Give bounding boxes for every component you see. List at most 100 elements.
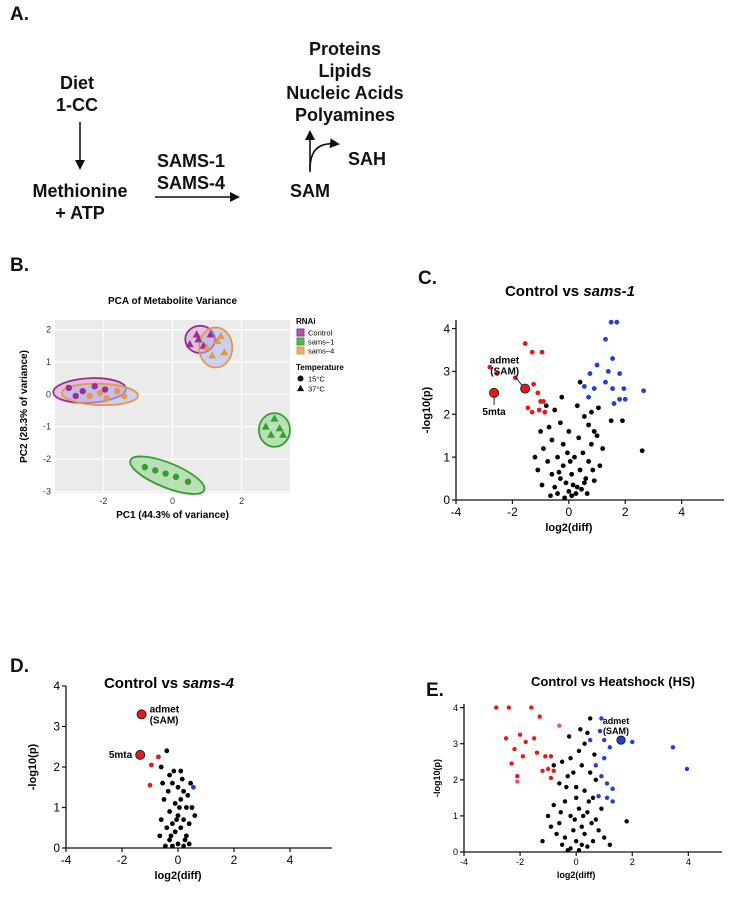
volcano-sams1-point-ns <box>559 394 565 400</box>
volcano-hs-point-ns <box>576 748 582 754</box>
pca-ellipse <box>257 412 291 448</box>
pca-legend-label: sams–4 <box>308 347 334 356</box>
volcano-hs-point-up <box>596 793 601 799</box>
pca-point <box>216 331 225 340</box>
volcano-sams1-point-ns <box>545 459 551 464</box>
volcano-sams1-point-ns <box>576 435 582 441</box>
pca-legend-label: Control <box>308 329 333 338</box>
volcano-hs-point-ns <box>571 770 576 775</box>
pathway-product-proteins: Proteins <box>308 39 382 59</box>
volcano-hs-point-ns <box>562 799 568 804</box>
volcano-hs-point-ns <box>571 828 576 833</box>
volcano-sams1-point-ns <box>573 491 579 496</box>
volcano-hs-point-ns <box>573 838 579 844</box>
pca-legend-shape <box>296 384 305 392</box>
volcano-hs-point-ns <box>568 755 573 761</box>
volcano-sams4-point-ns <box>184 833 189 839</box>
volcano-hs-point-ns <box>578 727 583 732</box>
volcano-hs-x-tick-label: 2 <box>630 857 635 867</box>
pathway-sah: SAH <box>347 149 386 169</box>
volcano-sams1-point-ns <box>560 463 566 469</box>
volcano-hs-y-tick-label: 2 <box>453 775 458 785</box>
pathway-product-lipids: Lipids <box>318 61 372 81</box>
pca-y-tick-label: 0 <box>46 389 51 399</box>
volcano-sams1-point-ns <box>566 489 572 494</box>
volcano-sams4-point-ns <box>174 817 180 823</box>
volcano-sams4-x-axis-label: log2(diff) <box>154 870 201 882</box>
pca-point <box>184 478 192 485</box>
volcano-hs-point-down <box>494 705 499 710</box>
volcano-hs-point-down <box>517 732 523 737</box>
pca-y-tick-label: 2 <box>46 325 51 335</box>
volcano-sams1-point-ns <box>586 459 591 464</box>
volcano-sams1-point-ns <box>596 405 601 411</box>
volcano-sams1-x-tick-label: 0 <box>565 505 572 519</box>
volcano-hs-point-ns <box>565 773 570 779</box>
volcano-hs-highlight-admet <box>616 735 626 745</box>
panel-label-a: A. <box>10 4 29 25</box>
volcano-sams1-point-ns <box>591 429 597 434</box>
volcano-sams1-highlight-admet <box>520 383 531 394</box>
volcano-hs-x-tick-label: 0 <box>574 857 579 867</box>
pathway-diet: Diet <box>59 73 94 93</box>
volcano-sams4-y-tick-label: 4 <box>53 679 60 693</box>
volcano-sams1-point-ns <box>552 484 558 490</box>
volcano-hs-point-ns <box>559 842 565 847</box>
volcano-sams4-point-ns <box>188 780 194 786</box>
volcano-sams4-point-ns <box>170 843 175 849</box>
volcano-sams1-point-down <box>542 409 548 415</box>
volcano-sams1-point-ns <box>555 454 560 460</box>
volcano-hs-point-down <box>543 754 548 759</box>
volcano-sams4-point-ns <box>170 780 175 786</box>
volcano-sams1-point-ns <box>591 478 597 484</box>
volcano-hs-x-axis-label: log2(diff) <box>557 870 596 880</box>
pca-point <box>275 424 284 432</box>
volcano-hs-point-up <box>684 766 690 772</box>
pca-point <box>72 392 79 400</box>
volcano-hs-point-up <box>604 781 610 786</box>
volcano-sams1-point-down <box>522 341 528 346</box>
pca-x-tick-label: 0 <box>170 496 175 506</box>
volcano-sams1-point-up <box>603 379 608 385</box>
pca-y-axis-label: PC2 (28.3% of variance) <box>19 350 30 463</box>
volcano-sams4-point-ns <box>165 788 171 794</box>
pca-legend-swatch <box>296 328 305 337</box>
volcano-sams4-point-ns <box>182 837 188 843</box>
volcano-sams4-point-ns <box>164 825 170 831</box>
panel-label-d: D. <box>10 656 29 677</box>
volcano-hs-point-ns <box>590 838 596 844</box>
volcano-sams1-y-tick-label: 4 <box>443 322 450 336</box>
volcano-hs-point-pink <box>515 779 520 784</box>
volcano-sams1-highlight-label: (SAM) <box>490 367 519 378</box>
pca-point <box>91 383 98 390</box>
volcano-hs-point-up <box>602 755 607 761</box>
volcano-hs-highlight-label: (SAM) <box>603 726 629 736</box>
volcano-sams1-point-ns <box>608 418 614 424</box>
volcano-sams4-point-ns <box>181 817 187 823</box>
volcano-sams4-point-ns <box>160 780 166 786</box>
pca-x-tick-label: 2 <box>239 496 244 506</box>
volcano-sams1-point-ns <box>541 446 546 451</box>
pca-point <box>65 384 73 392</box>
volcano-sams1-point-up <box>610 386 615 391</box>
volcano-hs-point-up <box>599 773 604 779</box>
volcano-sams1-point-up <box>617 396 623 402</box>
volcano-sams4-y-axis-label: -log10(p) <box>27 743 39 790</box>
volcano-sams4-point-ns <box>172 829 178 835</box>
panel-label-b: B. <box>10 255 29 276</box>
volcano-hs-y-axis-label: -log10(p) <box>432 759 442 797</box>
volcano-sams1-point-ns <box>562 495 568 501</box>
volcano-sams1-point-ns <box>538 429 544 434</box>
volcano-sams4-point-ns <box>178 768 184 774</box>
volcano-hs-x-tick-label: 4 <box>686 857 691 867</box>
volcano-sams4-point-ns <box>158 764 164 770</box>
volcano-sams1-point-ns <box>556 469 562 475</box>
pathway-1cc: 1-CC <box>55 95 98 115</box>
pca-legend-label: 37°C <box>308 385 325 394</box>
volcano-sams4-point-ns <box>167 772 173 778</box>
volcano-sams4-point-ns <box>175 841 181 847</box>
volcano-sams4-point-ns <box>185 792 191 798</box>
pca-point <box>206 330 215 338</box>
volcano-hs-point-ns <box>582 831 587 837</box>
volcano-sams1-point-ns <box>565 450 570 456</box>
